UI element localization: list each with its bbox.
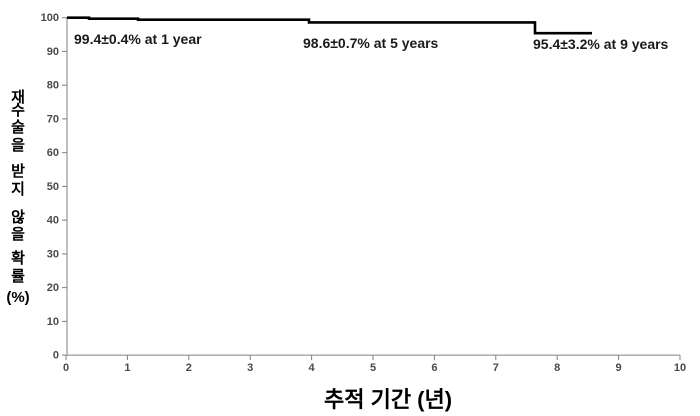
svg-text:8: 8 bbox=[554, 362, 560, 374]
svg-text:10: 10 bbox=[674, 362, 686, 374]
svg-text:90: 90 bbox=[47, 46, 59, 58]
svg-text:10: 10 bbox=[47, 316, 59, 328]
svg-text:7: 7 bbox=[493, 362, 499, 374]
svg-text:0: 0 bbox=[53, 350, 59, 362]
svg-text:3: 3 bbox=[247, 362, 253, 374]
svg-text:80: 80 bbox=[47, 80, 59, 92]
svg-text:30: 30 bbox=[47, 248, 59, 260]
svg-text:60: 60 bbox=[47, 147, 59, 159]
svg-text:0: 0 bbox=[63, 362, 69, 374]
svg-text:100: 100 bbox=[41, 12, 59, 24]
svg-text:40: 40 bbox=[47, 215, 59, 227]
svg-text:2: 2 bbox=[186, 362, 192, 374]
svg-text:70: 70 bbox=[47, 113, 59, 125]
svg-text:4: 4 bbox=[309, 362, 316, 374]
svg-text:50: 50 bbox=[47, 181, 59, 193]
svg-text:20: 20 bbox=[47, 282, 59, 294]
svg-text:1: 1 bbox=[124, 362, 130, 374]
svg-text:6: 6 bbox=[431, 362, 437, 374]
svg-text:9: 9 bbox=[616, 362, 622, 374]
svg-text:5: 5 bbox=[370, 362, 376, 374]
